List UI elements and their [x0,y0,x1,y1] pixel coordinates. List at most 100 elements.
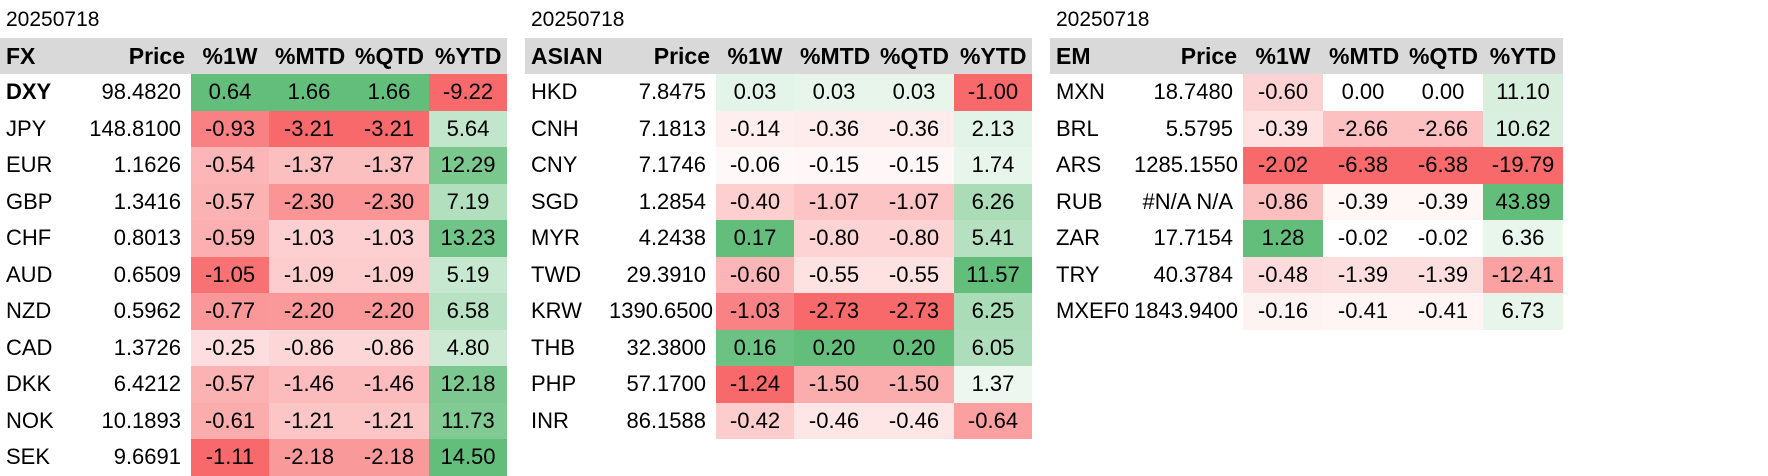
pct-ytd-cell: 11.57 [954,256,1032,293]
currency-name: CHF [6,225,52,251]
pct-mtd-cell: -1.09 [269,256,349,293]
em-header-row: EM Price %1W %MTD %QTD %YTD [1050,38,1563,74]
header-price[interactable]: Price [128,42,185,69]
pct-mtd-cell: 0.00 [1323,74,1403,111]
pct-mtd-cell: 1.66 [269,74,349,111]
header-qtd[interactable]: %QTD [1409,42,1478,69]
asian-panel: 20250718 ASIAN Price %1W %MTD %QTD %YTD … [525,0,1032,439]
table-row: RUB #N/A N/A -0.86 -0.39 -0.39 43.89 [1050,183,1563,220]
table-row: PHP 57.1700 -1.24 -1.50 -1.50 1.37 [525,366,1032,403]
currency-name: TWD [531,261,582,287]
table-row: TRY 40.3784 -0.48 -1.39 -1.39 -12.41 [1050,256,1563,293]
price-cell: 40.3784 [1153,261,1233,287]
pct-ytd-cell: 6.73 [1483,293,1563,330]
pct-1w-cell: -0.16 [1243,293,1323,330]
pct-1w-cell: -1.24 [716,366,794,403]
price-cell: 1843.9400 [1134,298,1238,324]
pct-qtd-cell: 1.66 [349,74,429,111]
pct-qtd-cell: -1.46 [349,366,429,403]
pct-1w-cell: -0.42 [716,402,794,439]
pct-mtd-cell: -3.21 [269,110,349,147]
em-table: EM Price %1W %MTD %QTD %YTD MXN 18.7480 -0… [1050,38,1563,330]
asian-body: HKD 7.8475 0.03 0.03 0.03 -1.00 CNH 7.1813 -0.14… [525,74,1032,439]
currency-name: ARS [1056,152,1102,178]
header-qtd[interactable]: %QTD [880,42,949,69]
table-row: MXN 18.7480 -0.60 0.00 0.00 11.10 [1050,74,1563,111]
header-price[interactable]: Price [653,42,710,69]
pct-mtd-cell: -0.41 [1323,293,1403,330]
table-row: EUR 1.1626 -0.54 -1.37 -1.37 12.29 [0,147,507,184]
table-row: SGD 1.2854 -0.40 -1.07 -1.07 6.26 [525,183,1032,220]
pct-qtd-cell: -2.66 [1403,110,1483,147]
price-cell: 0.5962 [113,298,181,324]
pct-ytd-cell: 12.29 [429,147,507,184]
currency-name: NOK [6,407,54,433]
price-cell: 1285.1550 [1134,152,1238,178]
currency-name: CNY [531,152,578,178]
header-mtd[interactable]: %MTD [800,42,871,69]
price-cell: 29.3910 [626,261,706,287]
pct-1w-cell: -1.11 [191,439,269,476]
header-ytd[interactable]: %YTD [1489,42,1557,69]
pct-qtd-cell: -0.86 [349,329,429,366]
pct-mtd-cell: -1.07 [794,183,874,220]
pct-qtd-cell: -1.50 [874,366,954,403]
fx-header-row: FX Price %1W %MTD %QTD %YTD [0,38,507,74]
pct-1w-cell: -1.03 [716,293,794,330]
price-cell: 1.3726 [113,334,181,360]
pct-mtd-cell: -1.46 [269,366,349,403]
pct-mtd-cell: -2.30 [269,183,349,220]
pct-ytd-cell: 5.19 [429,256,507,293]
header-fx[interactable]: FX [6,42,36,69]
price-cell: 57.1700 [626,371,706,397]
table-row: NOK 10.1893 -0.61 -1.21 -1.21 11.73 [0,402,507,439]
table-row: GBP 1.3416 -0.57 -2.30 -2.30 7.19 [0,183,507,220]
header-1w[interactable]: %1W [202,42,258,69]
price-cell: 98.4820 [101,79,181,105]
pct-qtd-cell: -0.55 [874,256,954,293]
pct-mtd-cell: -0.80 [794,220,874,257]
header-1w[interactable]: %1W [1255,42,1311,69]
header-qtd[interactable]: %QTD [355,42,424,69]
header-mtd[interactable]: %MTD [1329,42,1400,69]
currency-name: AUD [6,261,53,287]
header-price[interactable]: Price [1180,42,1237,69]
pct-1w-cell: -0.25 [191,329,269,366]
price-cell: 0.6509 [113,261,181,287]
table-row: AUD 0.6509 -1.05 -1.09 -1.09 5.19 [0,256,507,293]
header-asian[interactable]: ASIAN [531,42,603,69]
currency-name: RUB [1056,188,1103,214]
price-cell: 1.3416 [113,188,181,214]
table-row: ZAR 17.7154 1.28 -0.02 -0.02 6.36 [1050,220,1563,257]
pct-qtd-cell: -0.41 [1403,293,1483,330]
pct-ytd-cell: -12.41 [1483,256,1563,293]
price-cell: 7.8475 [638,79,706,105]
pct-mtd-cell: -1.37 [269,147,349,184]
em-body: MXN 18.7480 -0.60 0.00 0.00 11.10 BRL 5.5795 -0.… [1050,74,1563,330]
table-row: INR 86.1588 -0.42 -0.46 -0.46 -0.64 [525,402,1032,439]
pct-ytd-cell: 43.89 [1483,183,1563,220]
header-mtd[interactable]: %MTD [275,42,346,69]
pct-ytd-cell: 5.64 [429,110,507,147]
pct-1w-cell: -0.86 [1243,183,1323,220]
pct-1w-cell: -0.06 [716,147,794,184]
table-row: DXY 98.4820 0.64 1.66 1.66 -9.22 [0,74,507,111]
header-ytd[interactable]: %YTD [435,42,502,69]
price-cell: 7.1746 [638,152,706,178]
pct-ytd-cell: 11.73 [429,402,507,439]
pct-qtd-cell: -1.07 [874,183,954,220]
header-1w[interactable]: %1W [727,42,783,69]
pct-1w-cell: -0.57 [191,183,269,220]
table-row: JPY 148.8100 -0.93 -3.21 -3.21 5.64 [0,110,507,147]
header-em[interactable]: EM [1056,42,1091,69]
pct-mtd-cell: -1.03 [269,220,349,257]
table-row: CHF 0.8013 -0.59 -1.03 -1.03 13.23 [0,220,507,257]
price-cell: 6.4212 [113,371,181,397]
currency-name: SGD [531,188,579,214]
pct-qtd-cell: -2.20 [349,293,429,330]
header-ytd[interactable]: %YTD [960,42,1027,69]
pct-1w-cell: -0.40 [716,183,794,220]
pct-ytd-cell: -1.00 [954,74,1032,111]
currency-name: NZD [6,298,52,324]
pct-1w-cell: -0.93 [191,110,269,147]
